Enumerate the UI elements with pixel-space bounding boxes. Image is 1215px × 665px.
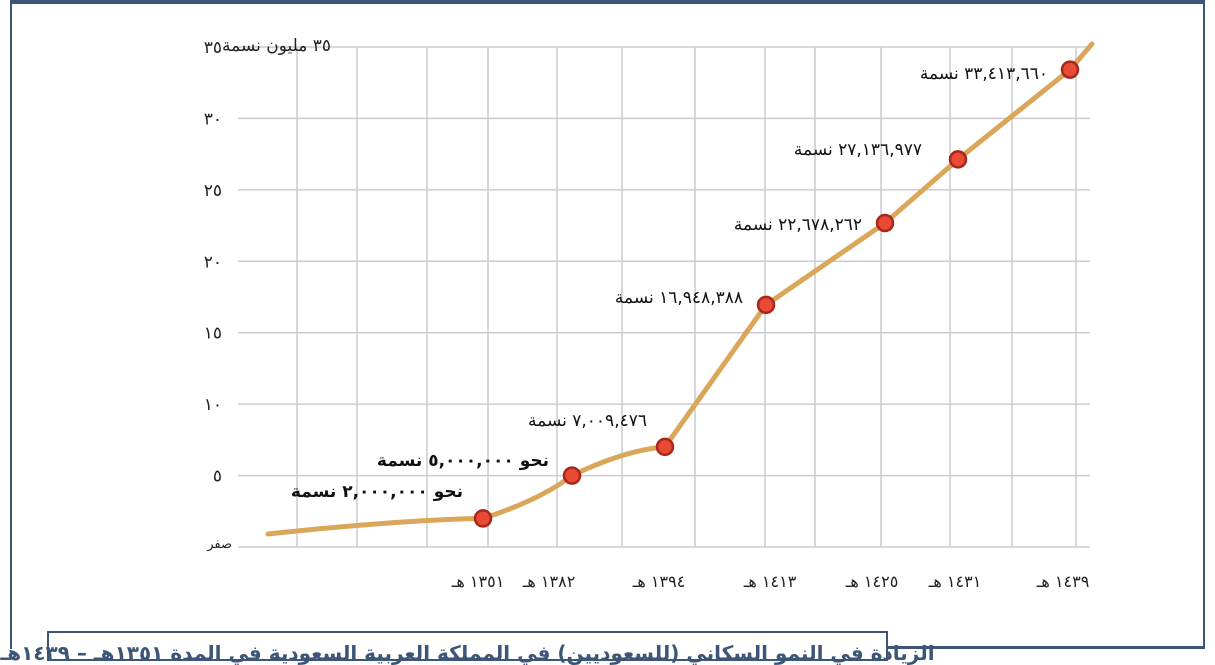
x-tick-label: ١٤٣١ هـ xyxy=(928,572,982,591)
data-label: ٧,٠٠٩,٤٧٦ نسمة xyxy=(528,411,647,431)
x-tick-label: ١٤٣٩ هـ xyxy=(1036,572,1090,591)
data-points xyxy=(473,60,1080,528)
x-tick-label: ١٣٩٤ هـ xyxy=(632,572,686,591)
data-label: ٢٧,١٣٦,٩٧٧ نسمة xyxy=(794,140,922,160)
bottom-divider xyxy=(888,646,1205,649)
data-labels: نحو ٢,٠٠٠,٠٠٠ نسمة نحو ٥,٠٠٠,٠٠٠ نسمة ٧,٠٠… xyxy=(291,64,1048,502)
y-tick-label: ١٠ xyxy=(204,395,222,415)
data-point-marker xyxy=(948,150,968,169)
y-tick-label: ٢٥ xyxy=(204,181,222,201)
chart-caption: الزيادة في النمو السكاني (للسعوديين) في … xyxy=(0,631,935,665)
y-axis-ticks: صفر ٥ ١٠ ١٥ ٢٠ ٢٥ ٣٠ ٣٥ ٣٥ مليون نسمة xyxy=(204,36,331,552)
x-tick-label: ١٣٥١ هـ xyxy=(451,572,505,591)
data-label: نحو ٢,٠٠٠,٠٠٠ نسمة xyxy=(291,482,463,502)
caption-text: الزيادة في النمو السكاني (للسعوديين) في … xyxy=(0,641,935,665)
data-point-marker xyxy=(655,437,675,457)
y-tick-label: ٣٥ xyxy=(204,38,222,58)
population-line xyxy=(265,41,1095,537)
data-point-marker xyxy=(1060,60,1080,79)
y-tick-label: ٣٠ xyxy=(204,109,222,129)
x-tick-label: ١٤٢٥ هـ xyxy=(845,572,899,591)
y-tick-label: ١٥ xyxy=(204,324,222,344)
data-label: ٣٣,٤١٣,٦٦٠ نسمة xyxy=(920,64,1048,84)
data-label: نحو ٥,٠٠٠,٠٠٠ نسمة xyxy=(377,451,549,471)
grid xyxy=(238,46,1090,548)
y-tick-label: صفر xyxy=(206,537,232,552)
data-point-marker xyxy=(473,509,493,528)
data-label: ١٦,٩٤٨,٣٨٨ نسمة xyxy=(615,288,743,308)
x-tick-label: ١٤١٣ هـ xyxy=(743,572,797,591)
y-axis-label: ٣٥ مليون نسمة xyxy=(222,36,331,56)
population-line-chart: صفر ٥ ١٠ ١٥ ٢٠ ٢٥ ٣٠ ٣٥ ٣٥ مليون نسمة ١٣٥١ هـ ١٣٨… xyxy=(204,36,1095,591)
x-tick-label: ١٣٨٢ هـ xyxy=(522,572,576,591)
data-point-marker xyxy=(756,295,776,315)
y-tick-label: ٢٠ xyxy=(204,252,222,272)
data-point-marker xyxy=(875,213,895,233)
data-label: ٢٢,٦٧٨,٢٦٢ نسمة xyxy=(734,215,862,235)
y-tick-label: ٥ xyxy=(213,467,222,487)
x-axis-ticks: ١٣٥١ هـ ١٣٨٢ هـ ١٣٩٤ هـ ١٤١٣ هـ ١٤٢٥ هـ ١٤٣١ … xyxy=(451,572,1090,591)
data-point-marker xyxy=(562,466,582,485)
chart-frame xyxy=(10,0,1205,649)
